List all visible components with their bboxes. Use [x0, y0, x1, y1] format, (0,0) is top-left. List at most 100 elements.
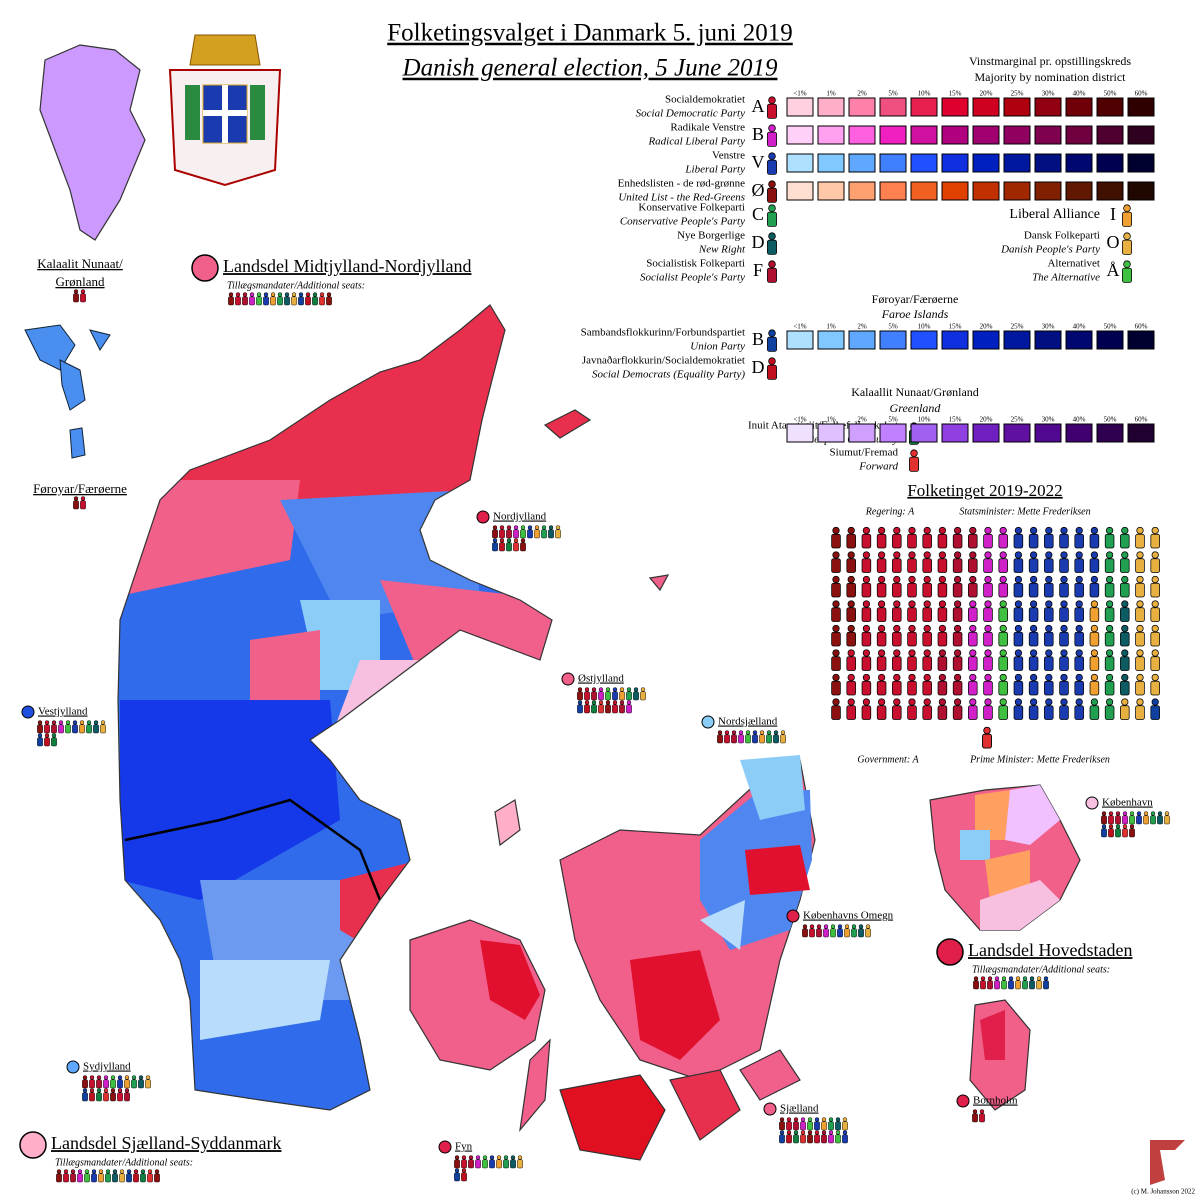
icon-body [492, 529, 498, 539]
icon-head [1014, 649, 1023, 657]
seat-icon [1150, 698, 1160, 720]
region-label: Kalaalit Nunaat/ [37, 256, 123, 271]
region-label: Østjylland [578, 673, 624, 685]
map [24, 44, 1081, 1161]
icon-body [591, 704, 597, 714]
margin-label: 10% [918, 90, 931, 98]
icon-head [1108, 824, 1114, 829]
icon-head [862, 698, 871, 706]
seat-icon [876, 600, 887, 622]
party-name: Konservative Folkeparti [638, 202, 745, 214]
party-name-en: Union Party [690, 341, 745, 353]
seat-icon [998, 526, 1008, 549]
icon-head [847, 600, 855, 608]
party-name-en: Forward [858, 461, 898, 473]
seat-icon [937, 698, 948, 720]
seat-icon [1074, 673, 1084, 696]
icon-head [908, 575, 916, 584]
icon-head [768, 124, 776, 132]
seat-icon [968, 673, 978, 696]
landsdel-marker [191, 254, 219, 282]
seat-icon [492, 538, 498, 552]
icon-head [633, 687, 639, 692]
icon-head [1014, 698, 1023, 706]
icon-body [922, 558, 932, 573]
icon-body [1120, 656, 1130, 671]
seat-icon [1135, 575, 1145, 598]
seat-icon [846, 624, 856, 647]
seat-icon [145, 1075, 151, 1089]
icon-body [489, 1159, 495, 1169]
icon-body [1120, 558, 1130, 573]
icon-body [861, 705, 872, 720]
icon-body [612, 704, 618, 714]
seat-icon [605, 700, 611, 714]
icon-head [249, 292, 255, 297]
seat-icon [807, 1117, 813, 1131]
seat-icon [513, 525, 519, 539]
icon-head [1045, 624, 1053, 633]
seat-icon [91, 1169, 97, 1183]
seat-icon [980, 976, 986, 990]
margin-swatch [1065, 423, 1093, 443]
icon-head [80, 496, 86, 501]
seat-icon [745, 730, 751, 744]
seat-icon [1028, 551, 1039, 573]
region-label: Bornholm [973, 1095, 1018, 1107]
icon-head [816, 924, 822, 929]
icon-body [1001, 980, 1007, 990]
icon-head [773, 730, 779, 735]
margin-swatch [817, 423, 845, 443]
icon-head [908, 551, 916, 559]
margin-label: 20% [980, 90, 993, 98]
icon-body [1122, 267, 1132, 283]
icon-body [577, 704, 583, 714]
seat-icon [1089, 526, 1100, 549]
seat-icon [1120, 698, 1130, 720]
icon-body [982, 733, 992, 749]
icon-head [832, 575, 840, 584]
margin-label: 1% [826, 416, 836, 424]
icon-body [1028, 582, 1039, 598]
icon-head [1105, 600, 1114, 608]
icon-body [110, 1079, 116, 1089]
seat-icon [907, 575, 917, 598]
seat-icon [831, 551, 841, 573]
seat-icon [907, 673, 917, 696]
icon-body [1104, 631, 1115, 647]
seat-icon [800, 1117, 806, 1131]
icon-body [831, 607, 841, 622]
seat-icon [80, 496, 86, 510]
margin-swatch [848, 423, 876, 443]
seat-icon [802, 924, 808, 938]
icon-head [1123, 232, 1131, 240]
icon-body [831, 558, 841, 573]
icon-body [63, 1173, 69, 1183]
icon-body [780, 734, 786, 744]
icon-head [745, 730, 751, 735]
greenland-heading: Kalaallit Nunaat/Grønland [851, 385, 979, 399]
icon-head [923, 575, 931, 584]
margin-swatch [1003, 125, 1031, 145]
icon-head [1075, 673, 1083, 682]
seat-icon [1135, 673, 1145, 696]
icon-head [893, 698, 901, 706]
seat-icon [1135, 600, 1145, 622]
seat-icon [1104, 551, 1115, 573]
seat-icon [1150, 811, 1156, 825]
seat-icon [103, 1075, 109, 1089]
party-name: Javnaðarflokkurin/Socialdemokratiet [582, 355, 745, 367]
icon-body [983, 558, 993, 573]
icon-head [44, 733, 50, 738]
pm-en: Prime Minister: Mette Frederiksen [969, 754, 1110, 765]
seat-icon [119, 1169, 125, 1183]
icon-body [492, 542, 498, 552]
icon-body [228, 296, 234, 306]
icon-head [133, 1169, 139, 1174]
icon-body [124, 1079, 130, 1089]
legend-heading-en: Majority by nomination district [975, 70, 1127, 84]
icon-head [1090, 600, 1099, 608]
icon-head [1136, 600, 1144, 608]
icon-body [876, 582, 887, 598]
margin-swatch [879, 330, 907, 350]
